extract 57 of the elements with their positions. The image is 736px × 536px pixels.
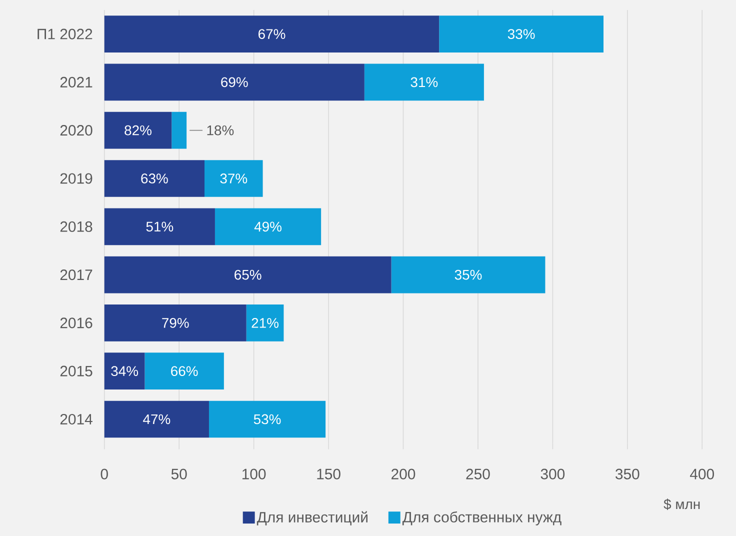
bar: [104, 304, 246, 342]
bar: [214, 208, 322, 246]
x-tick-label: 0: [100, 468, 108, 480]
bar: [364, 64, 484, 101]
annotation: 47%: [143, 414, 170, 424]
x-tick-label: 400: [690, 468, 714, 480]
annotation: 69%: [221, 77, 248, 88]
y-tick-label: 2019: [60, 173, 92, 184]
y-tick-label: 2016: [60, 318, 92, 328]
annotation: 66%: [171, 366, 198, 376]
x-tick-label: 350: [616, 468, 640, 480]
bar: [104, 352, 145, 390]
bar: [104, 64, 364, 101]
x-axis-title: $ млн: [664, 498, 700, 510]
legend-label: Для собственных нужд: [402, 511, 562, 526]
annotation: 63%: [141, 174, 168, 184]
annotation: 21%: [252, 318, 278, 328]
x-tick-label: 100: [242, 468, 266, 480]
bar: [104, 16, 440, 52]
y-tick-label: П1 2022: [38, 28, 92, 40]
annotation: 51%: [146, 222, 174, 232]
bar: [172, 112, 187, 149]
annotation: 37%: [220, 174, 248, 184]
annotation: 67%: [258, 29, 286, 39]
annotation: 33%: [508, 29, 535, 39]
bar: [208, 400, 326, 438]
y-tick-label: 2017: [60, 270, 92, 280]
annotation: 34%: [111, 366, 138, 376]
x-tick-label: 250: [466, 468, 490, 480]
bar: [246, 304, 284, 342]
bar: [391, 256, 546, 294]
annotation: 79%: [162, 318, 189, 328]
annotation: 65%: [234, 270, 262, 280]
annotation: 18%: [207, 125, 234, 136]
y-tick-label: 2018: [60, 221, 92, 232]
bar: [439, 16, 604, 52]
bar: [104, 160, 205, 197]
bar: [104, 208, 215, 246]
legend-label: Для инвестиций: [256, 511, 368, 526]
y-tick-label: 2021: [60, 76, 92, 88]
bar: [104, 400, 209, 438]
annotation: 82%: [124, 125, 152, 136]
bar: [104, 256, 392, 294]
y-tick-label: 2020: [60, 125, 92, 136]
x-tick-label: 200: [392, 468, 416, 480]
x-tick-label: 150: [317, 468, 340, 480]
x-tick-label: 50: [171, 468, 187, 480]
annotation: 35%: [454, 270, 482, 280]
y-tick-label: 2015: [60, 366, 92, 376]
annotation: 31%: [410, 77, 438, 88]
x-tick-label: 300: [540, 468, 565, 480]
y-tick-label: 2014: [60, 414, 92, 425]
annotation: 53%: [254, 414, 281, 424]
bar: [204, 160, 263, 197]
bar: [104, 112, 172, 149]
annotation: 49%: [254, 222, 282, 232]
bar: [144, 352, 224, 390]
